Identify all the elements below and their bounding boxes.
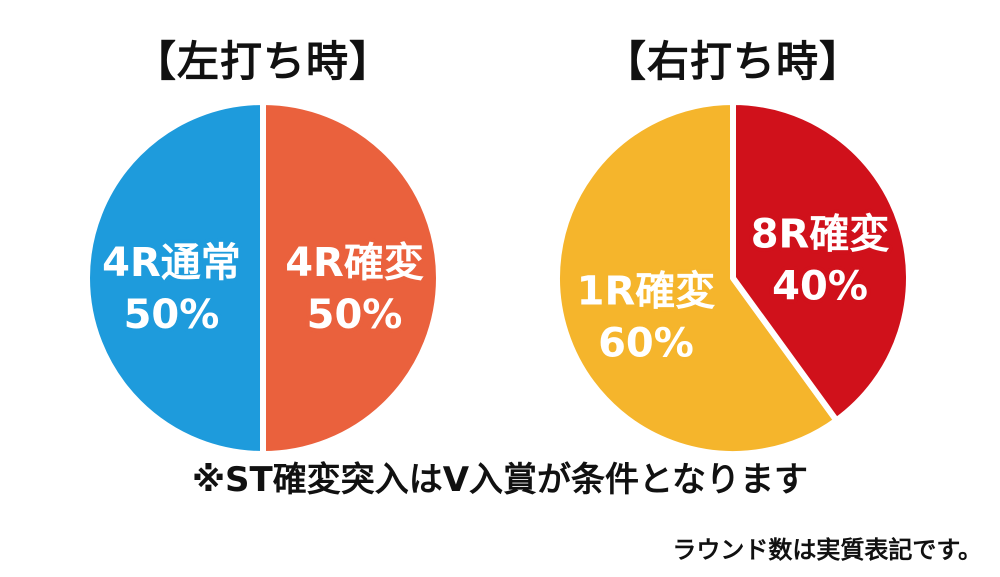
pie-1-slice-1-value: 40% [772, 264, 868, 310]
pie-0-slice-0-label: 4R通常 [102, 240, 241, 286]
left-chart-title: 【左打ち時】 [133, 37, 392, 86]
round-count-footnote: ラウンド数は実質表記です。 [672, 536, 982, 564]
pie-0-slice-1-value: 50% [307, 292, 403, 338]
pie-0-slice-0-value: 50% [124, 292, 220, 338]
pie-1-slice-0-value: 60% [598, 320, 694, 366]
right-chart-title: 【右打ち時】 [603, 37, 862, 86]
pie-1-slice-1-label: 8R確変 [751, 212, 890, 258]
pie-1-slice-0-label: 1R確変 [577, 268, 716, 314]
pie-0-slice-0 [84, 99, 266, 457]
st-condition-note: ※ST確変突入はV入賞が条件となります [191, 460, 809, 500]
pie-0-slice-1 [260, 99, 442, 457]
pie-1-slice-0 [554, 99, 840, 457]
pie-1-slice-1 [730, 99, 912, 424]
pie-0-slice-1-label: 4R確変 [285, 240, 424, 286]
